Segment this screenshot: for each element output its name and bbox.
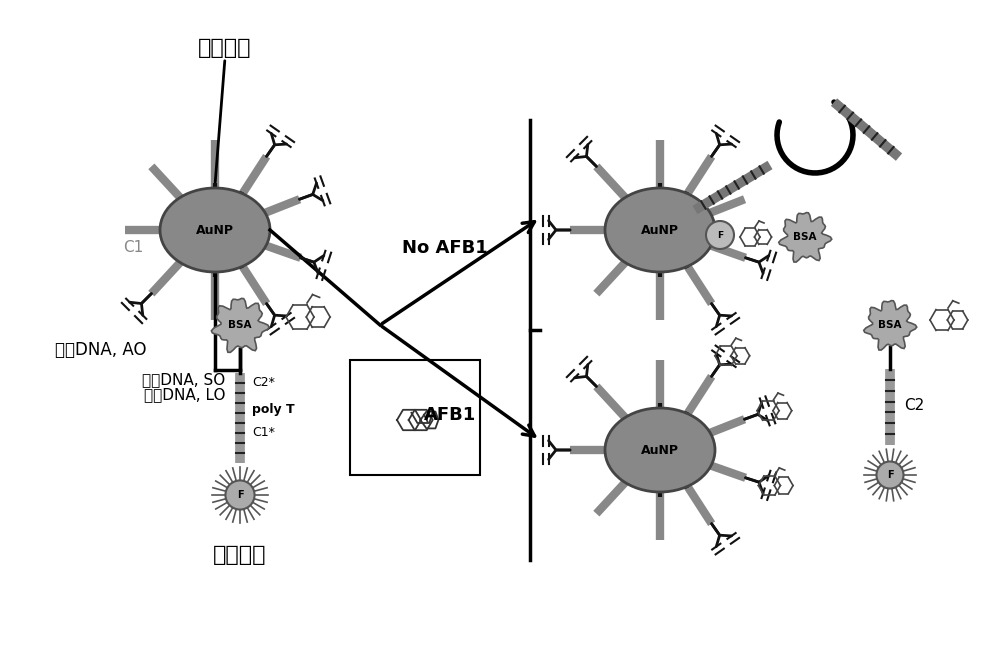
Text: No AFB1: No AFB1 [402, 239, 488, 257]
Text: 信号DNA, SO: 信号DNA, SO [142, 373, 225, 388]
Text: AuNP: AuNP [641, 443, 679, 457]
Text: AuNP: AuNP [196, 223, 234, 236]
Polygon shape [779, 213, 832, 262]
Text: C1: C1 [123, 240, 143, 255]
Text: poly T: poly T [252, 403, 295, 417]
Text: 信号元件: 信号元件 [213, 545, 267, 565]
Text: BSA: BSA [793, 232, 817, 242]
Bar [350, 360, 480, 475]
Text: C1*: C1* [252, 426, 275, 440]
Text: AFB1: AFB1 [424, 406, 476, 424]
Ellipse shape [605, 188, 715, 272]
Text: 识别元件: 识别元件 [198, 38, 252, 58]
Text: C2: C2 [904, 398, 924, 413]
Text: BSA: BSA [878, 320, 902, 330]
Circle shape [876, 462, 904, 489]
Text: AuNP: AuNP [641, 223, 679, 236]
Text: F: F [237, 490, 243, 500]
Text: C2*: C2* [252, 377, 275, 390]
Text: BSA: BSA [228, 320, 252, 330]
Text: F: F [717, 231, 723, 240]
Polygon shape [211, 299, 269, 352]
Ellipse shape [160, 188, 270, 272]
Circle shape [706, 221, 734, 249]
Circle shape [225, 480, 255, 510]
Text: 连接DNA, LO: 连接DNA, LO [144, 388, 225, 403]
Polygon shape [864, 301, 917, 350]
Text: 辅助DNA, AO: 辅助DNA, AO [55, 341, 146, 359]
Text: F: F [887, 470, 893, 480]
Ellipse shape [605, 408, 715, 492]
